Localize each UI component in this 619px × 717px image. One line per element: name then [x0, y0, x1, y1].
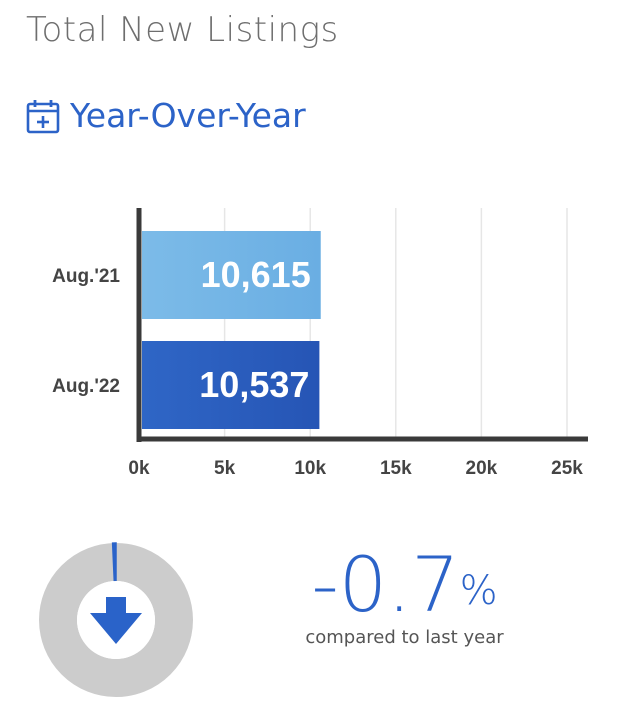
arrow-down-icon — [90, 597, 142, 644]
category-label: Aug.'22 — [52, 376, 120, 397]
change-donut — [39, 542, 193, 697]
x-tick-label: 0k — [128, 458, 150, 479]
change-slice — [111, 542, 117, 582]
x-tick-label: 20k — [466, 458, 498, 479]
x-tick-label: 15k — [380, 458, 412, 479]
percent-sign: % — [459, 568, 498, 614]
bar-aug-21 — [142, 231, 321, 319]
change-caption: compared to last year — [305, 627, 504, 648]
bar-value-label: 10,615 — [201, 254, 311, 295]
subtitle-row: Year-Over-Year — [26, 96, 306, 135]
category-label: Aug.'21 — [52, 266, 120, 287]
subtitle: Year-Over-Year — [70, 96, 306, 135]
x-tick-label: 5k — [214, 458, 236, 479]
change-block: -0.7% compared to last year — [292, 545, 517, 649]
bar-chart: 10,615 Aug.'21 10,537 Aug.'22 0k 5k 10k 15k 20k 2… — [52, 208, 588, 479]
change-percent: -0.7% — [292, 545, 517, 625]
x-tick-label: 10k — [294, 458, 326, 479]
x-tick-label: 25k — [551, 458, 583, 479]
bar-value-label: 10,537 — [199, 364, 309, 405]
calendar-plus-icon — [26, 99, 60, 133]
page-title: Total New Listings — [26, 10, 339, 50]
change-number: -0.7 — [311, 540, 460, 629]
bar-aug-22 — [142, 341, 320, 429]
